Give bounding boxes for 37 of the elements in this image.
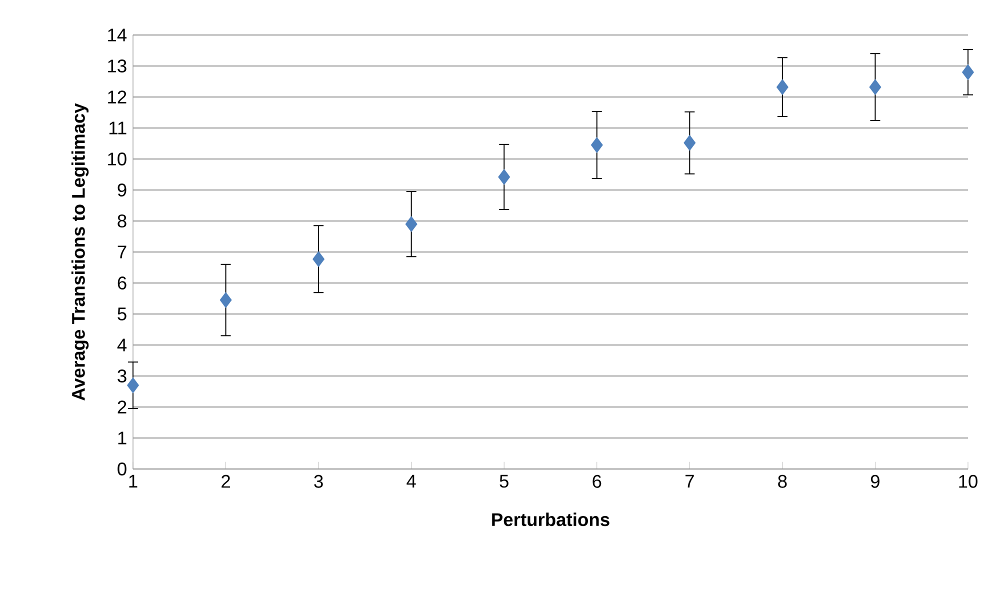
x-axis-title: Perturbations xyxy=(492,512,610,526)
x-tick-label: 6 xyxy=(592,474,602,488)
y-tick-label: 10 xyxy=(108,152,126,166)
point xyxy=(405,216,418,232)
point xyxy=(962,64,974,80)
y-tick-label: 8 xyxy=(118,214,126,228)
x-tick-label: 9 xyxy=(870,474,880,488)
y-axis-title: Average Transitions to Legitimacy xyxy=(71,103,89,400)
point xyxy=(312,251,325,267)
point xyxy=(127,377,139,394)
y-tick-label: 5 xyxy=(118,308,126,320)
y-tick-label: 9 xyxy=(118,184,126,196)
x-tick-label: 4 xyxy=(406,474,416,488)
y-tick-label: 14 xyxy=(108,28,127,42)
x-tick-label: 8 xyxy=(778,474,787,488)
point xyxy=(776,79,788,95)
x-tick-label: 1 xyxy=(129,474,138,488)
y-tick-label: 0 xyxy=(118,462,126,476)
x-tick-label: 2 xyxy=(222,474,230,488)
y-tick-label: 12 xyxy=(108,90,126,104)
point xyxy=(220,292,232,308)
point xyxy=(498,169,510,185)
y-tick-label: 4 xyxy=(117,338,127,352)
y-tick-label: 3 xyxy=(118,370,126,382)
y-tick-label: 13 xyxy=(108,60,126,72)
y-tick-label: 1 xyxy=(118,432,126,444)
point xyxy=(869,79,882,95)
y-tick-label: 6 xyxy=(118,276,126,290)
y-tick-label: 7 xyxy=(118,246,126,258)
y-tick-label: 2 xyxy=(118,400,126,414)
y-tick-label: 11 xyxy=(109,122,126,134)
point xyxy=(590,137,603,153)
point xyxy=(684,135,696,151)
x-tick-label: 3 xyxy=(314,474,323,488)
x-tick-label: 10 xyxy=(959,474,978,488)
x-tick-label: 5 xyxy=(500,474,508,488)
x-tick-label: 7 xyxy=(686,474,694,488)
